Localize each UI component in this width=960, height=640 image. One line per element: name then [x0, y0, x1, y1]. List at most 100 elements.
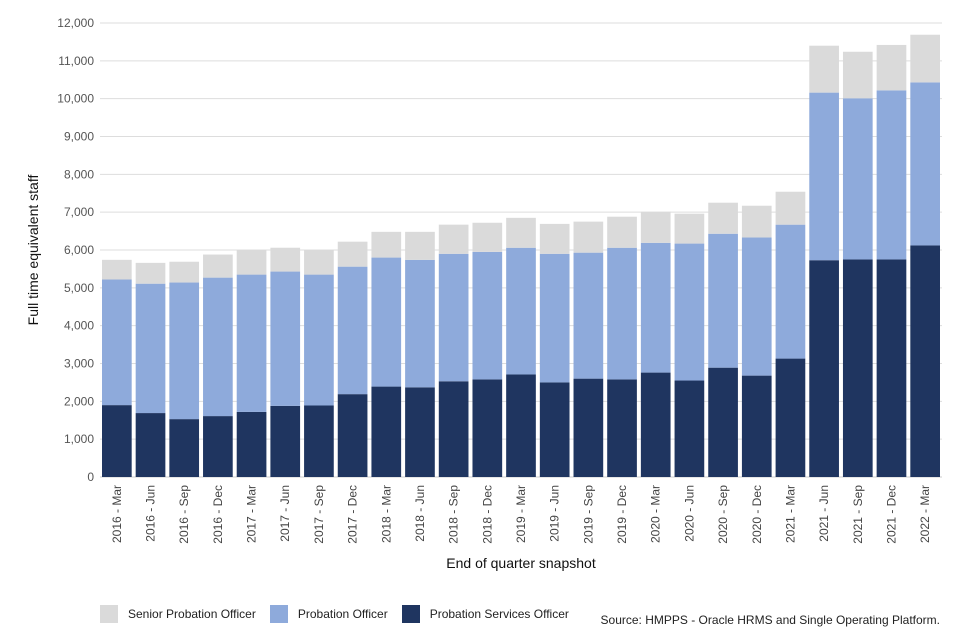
legend-item-senior-probation-officer: Senior Probation Officer [100, 605, 256, 623]
x-axis-title: End of quarter snapshot [446, 555, 596, 571]
x-tick-label: 2021 - Jun [817, 485, 831, 542]
bar-segment-probation-services-officer [405, 387, 435, 477]
source-note: Source: HMPPS - Oracle HRMS and Single O… [600, 613, 940, 627]
bar-segment-probation-officer [640, 242, 671, 373]
bar-segment-probation-services-officer [203, 416, 233, 477]
bar-segment-probation-services-officer [573, 378, 604, 477]
bar-segment-probation-services-officer [236, 411, 267, 477]
bar-segment-probation-officer [102, 279, 132, 406]
bar-segment-probation-services-officer [135, 413, 166, 477]
x-tick-label: 2020 - Mar [649, 485, 663, 543]
bar-segment-probation-officer [135, 283, 166, 414]
bar-segment-probation-officer [438, 253, 469, 382]
x-tick-label: 2019 - Jun [548, 485, 562, 542]
bar-segment-probation-officer [741, 237, 772, 376]
bar-segment-senior-probation-officer [203, 254, 233, 278]
bar-segment-senior-probation-officer [506, 217, 536, 248]
bar-segment-senior-probation-officer [809, 45, 839, 93]
y-axis-ticks: 0 1,000 2,000 3,000 4,000 5,000 6,000 7,000 8,00… [57, 16, 94, 484]
bar-segment-probation-officer [573, 252, 604, 379]
x-tick-label: 2022 - Mar [918, 485, 932, 543]
x-tick-label: 2019 - Dec [615, 485, 629, 544]
bar-segment-probation-services-officer [640, 372, 671, 477]
bar-segment-probation-services-officer [472, 379, 503, 477]
bar-segment-senior-probation-officer [876, 44, 907, 91]
x-tick-label: 2021 - Dec [884, 485, 898, 544]
y-tick-label: 3,000 [64, 357, 94, 371]
x-axis-ticks: 2016 - Mar 2016 - Jun 2016 - Sep 2016 - Dec… [110, 485, 932, 544]
bar-segment-senior-probation-officer [304, 250, 334, 275]
bar-segment-probation-services-officer [169, 419, 200, 477]
x-tick-label: 2021 - Mar [783, 485, 797, 543]
x-tick-label: 2018 - Sep [447, 485, 461, 544]
y-tick-label: 11,000 [58, 54, 94, 68]
bar-segment-probation-services-officer [674, 380, 705, 477]
bar-segment-senior-probation-officer [640, 211, 671, 243]
bar-segment-senior-probation-officer [607, 216, 637, 248]
bar-segment-probation-officer [371, 257, 402, 387]
bar-segment-senior-probation-officer [539, 223, 570, 254]
x-tick-label: 2018 - Dec [480, 485, 494, 544]
bar-segment-senior-probation-officer [102, 259, 132, 280]
x-tick-label: 2020 - Jun [682, 485, 696, 542]
x-tick-label: 2016 - Sep [177, 485, 191, 544]
bar-segment-probation-services-officer [741, 375, 772, 477]
bar-segment-probation-services-officer [102, 405, 132, 477]
x-tick-label: 2016 - Jun [144, 485, 158, 542]
bar-segment-probation-services-officer [270, 405, 301, 477]
bar-segment-senior-probation-officer [573, 221, 604, 253]
bar-segment-senior-probation-officer [674, 213, 705, 244]
x-tick-label: 2017 - Dec [346, 485, 360, 544]
bar-segment-probation-officer [708, 233, 738, 368]
bar-segment-probation-services-officer [809, 260, 839, 477]
bar-segment-senior-probation-officer [337, 241, 368, 267]
bar-segment-probation-officer [472, 251, 503, 380]
bar-segment-senior-probation-officer [371, 231, 402, 258]
legend-swatch [100, 605, 118, 623]
bar-segment-probation-officer [506, 247, 536, 375]
bar-segment-senior-probation-officer [842, 51, 873, 99]
bar-segment-probation-officer [270, 271, 301, 406]
bar-segment-senior-probation-officer [135, 262, 166, 284]
y-tick-label: 6,000 [64, 243, 94, 257]
bar-segment-probation-services-officer [708, 367, 738, 477]
bar-segment-senior-probation-officer [775, 191, 806, 225]
bar-segment-senior-probation-officer [910, 34, 940, 83]
bar-segment-senior-probation-officer [472, 222, 503, 252]
x-tick-label: 2020 - Dec [750, 485, 764, 544]
y-axis-title: Full time equivalent staff [25, 175, 41, 326]
x-tick-label: 2016 - Mar [110, 485, 124, 543]
y-tick-label: 0 [87, 470, 94, 484]
y-tick-label: 8,000 [64, 167, 94, 181]
bar-segment-senior-probation-officer [741, 205, 772, 238]
y-tick-label: 5,000 [64, 281, 94, 295]
bar-segment-probation-officer [203, 277, 233, 417]
bar-segment-probation-officer [337, 266, 368, 395]
x-tick-label: 2019 - Sep [581, 485, 595, 544]
legend-label: Senior Probation Officer [128, 607, 256, 621]
legend-swatch [401, 605, 420, 623]
bar-segment-probation-officer [910, 82, 940, 246]
bar-segment-senior-probation-officer [169, 261, 200, 283]
bar-segment-probation-services-officer [438, 381, 469, 477]
legend-swatch [269, 605, 288, 623]
bar-segment-probation-services-officer [337, 394, 368, 477]
y-tick-label: 1,000 [64, 432, 94, 446]
bar-segment-probation-services-officer [607, 379, 637, 477]
bar-segment-probation-officer [876, 90, 907, 260]
x-tick-label: 2018 - Mar [379, 485, 393, 543]
bar-segment-probation-services-officer [371, 386, 402, 477]
y-tick-label: 4,000 [64, 319, 94, 333]
bar-segment-probation-officer [236, 274, 267, 412]
bar-segment-senior-probation-officer [708, 202, 738, 234]
x-tick-label: 2017 - Jun [278, 485, 292, 542]
bar-segment-probation-services-officer [910, 245, 940, 477]
bar-segment-senior-probation-officer [236, 250, 267, 275]
bar-segment-probation-officer [809, 92, 839, 261]
bar-segment-probation-services-officer [876, 259, 907, 477]
bar-segment-probation-officer [674, 243, 705, 381]
bar-segment-senior-probation-officer [438, 224, 469, 254]
bar-segment-probation-officer [405, 259, 435, 388]
legend-item-probation-services-officer: Probation Services Officer [401, 605, 569, 623]
legend-item-probation-officer: Probation Officer [269, 605, 388, 623]
